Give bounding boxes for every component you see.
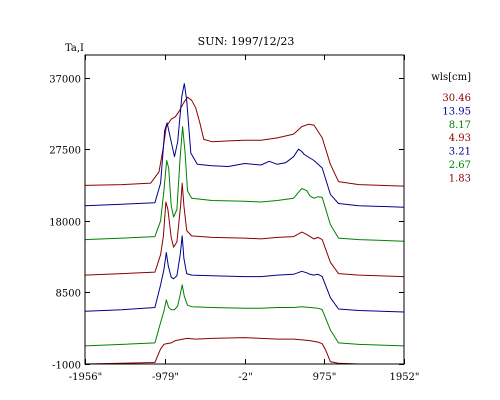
x-tick-label-3: 975": [313, 372, 337, 383]
series-layer: [84, 83, 405, 365]
legend-entry-8.17: 8.17: [449, 120, 471, 131]
x-tick-label-1: -979": [152, 372, 179, 383]
series-line-1.83: [84, 337, 404, 365]
y-tick-label-0: 37000: [49, 75, 81, 86]
legend: 30.46 13.95 8.17 4.93 3.21 2.67 1.83: [442, 93, 471, 184]
legend-entry-2.67: 2.67: [449, 160, 471, 171]
series-line-4.93: [84, 182, 405, 278]
y-tick-label-4: -1000: [52, 361, 81, 372]
series-line-3.21: [84, 235, 405, 313]
series-line-8.17: [84, 126, 405, 242]
x-tick-label-4: 1952": [389, 372, 419, 383]
legend-entry-4.93: 4.93: [449, 133, 471, 144]
y-axis-label: Ta,I: [65, 43, 84, 54]
plot-frame: [84, 54, 405, 365]
y-tick-label-1: 27500: [49, 146, 81, 157]
legend-entry-3.21: 3.21: [449, 147, 471, 158]
chart-title: SUN: 1997/12/23: [198, 35, 295, 48]
series-line-2.67: [84, 284, 405, 347]
x-tick-label-2: -2": [238, 372, 252, 383]
series-line-13.95: [84, 83, 405, 208]
series-line-30.46: [84, 96, 405, 187]
legend-entry-1.83: 1.83: [449, 173, 471, 184]
legend-entry-30.46: 30.46: [442, 93, 471, 104]
y-tick-label-3: 8500: [56, 289, 81, 300]
x-tick-label-0: -1956": [69, 372, 102, 383]
legend-entry-13.95: 13.95: [442, 106, 471, 117]
legend-title: wls[cm]: [431, 72, 471, 83]
y-tick-label-2: 18000: [49, 218, 81, 229]
axis-layer: 37000 27500 18000 8500 -1000-1956" -979" -2" 97…: [49, 55, 420, 383]
